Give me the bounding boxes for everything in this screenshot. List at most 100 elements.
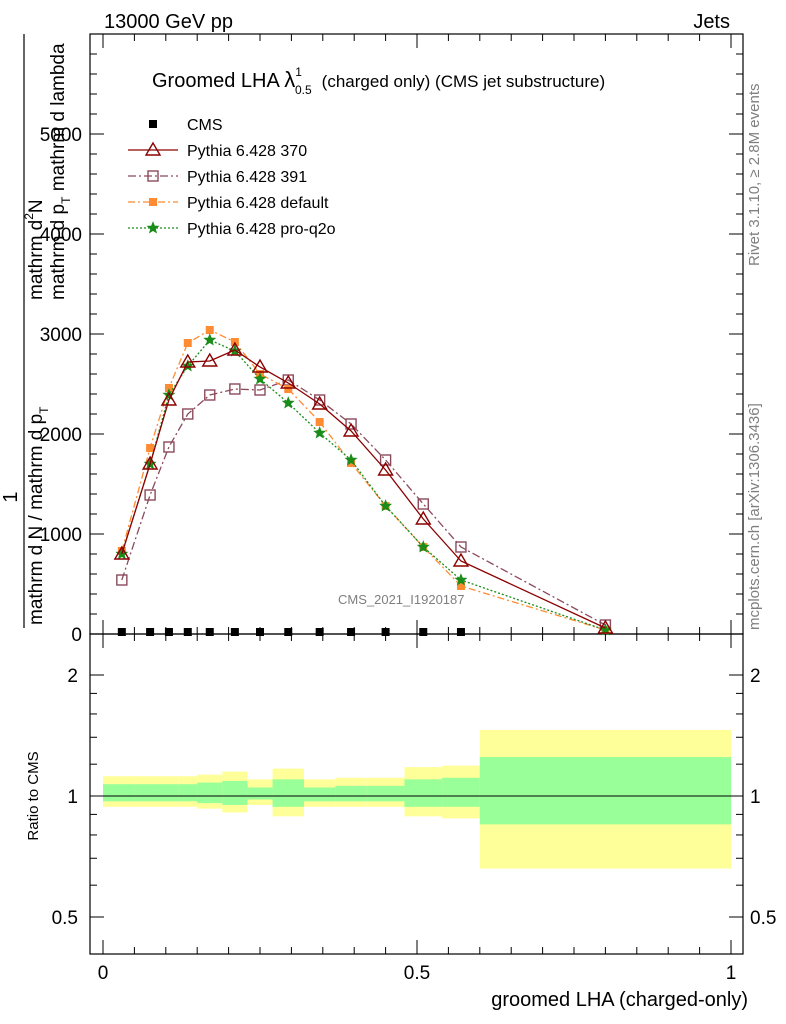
ratio-band-inner <box>442 777 480 807</box>
data-point-pdefault <box>146 444 155 452</box>
series-pdefault <box>117 326 610 634</box>
x-axis-label: groomed LHA (charged-only) <box>491 989 748 1011</box>
ratio-y-label: Ratio to CMS <box>25 751 42 840</box>
ratio-band-inner <box>404 779 443 807</box>
main-y-tick-label: 2000 <box>40 425 82 446</box>
series-line-pdefault <box>121 329 606 631</box>
data-point-p391 <box>163 441 175 453</box>
ratio-band-inner <box>272 779 304 807</box>
ratio-band-inner <box>178 784 198 802</box>
mcplots-credit: mcplots.cern.ch [arXiv:1306.3436] <box>746 403 763 630</box>
ratio-band-inner <box>103 784 135 802</box>
data-point-pq2o <box>313 426 327 439</box>
data-point-pq2o <box>379 499 393 512</box>
rivet-version: Rivet 3.1.10, ≥ 2.8M events <box>746 84 763 267</box>
data-point-pq2o <box>281 396 295 409</box>
header-category: Jets <box>693 11 730 33</box>
data-point-cms <box>117 628 126 636</box>
x-tick-label: 0 <box>98 963 109 984</box>
ratio-band-inner <box>222 780 248 805</box>
ratio-band-inner <box>366 785 405 802</box>
data-point-cms <box>381 628 390 636</box>
data-point-p391 <box>379 454 392 466</box>
legend-item-cms: CMS <box>149 117 223 134</box>
data-point-cms <box>183 628 192 636</box>
ratio-uncertainty-bands <box>103 729 731 869</box>
data-point-p391 <box>144 489 156 501</box>
ratio-band-inner <box>134 784 160 802</box>
legend-item-p370: Pythia 6.428 370 <box>128 141 307 160</box>
data-point-cms <box>284 628 293 636</box>
data-point-p391 <box>229 383 241 395</box>
data-point-cms <box>164 628 173 636</box>
legend-label-p370: Pythia 6.428 370 <box>187 143 307 160</box>
main-y-tick-label: 4000 <box>40 225 82 246</box>
data-point-p391 <box>254 384 266 396</box>
y-label-one: 1 <box>0 491 22 502</box>
data-point-cms <box>146 628 155 636</box>
legend-label-cms: CMS <box>187 117 223 134</box>
series-group <box>113 326 614 636</box>
series-line-pq2o <box>121 339 606 631</box>
ratio-band-inner <box>335 785 367 802</box>
data-point-cms <box>456 628 465 636</box>
analysis-watermark: CMS_2021_I1920187 <box>338 592 465 607</box>
data-point-p370 <box>452 552 470 567</box>
data-point-pq2o <box>454 573 468 586</box>
data-point-pq2o <box>146 221 160 234</box>
data-point-cms <box>205 628 214 636</box>
data-point-cms <box>149 120 157 128</box>
ratio-y-tick-label-right: 0.5 <box>750 908 776 929</box>
data-point-cms <box>256 628 264 636</box>
data-point-p391 <box>204 389 216 401</box>
series-line-p391 <box>121 379 606 626</box>
series-p370 <box>113 341 614 634</box>
y-label-denominator: mathrm d N / mathrm d pT <box>26 406 51 625</box>
series-cms <box>117 628 465 636</box>
ratio-y-tick-label-left: 0.5 <box>52 908 78 929</box>
ratio-band-inner <box>479 757 731 825</box>
data-point-pdefault <box>284 385 293 393</box>
data-point-p370 <box>280 374 297 389</box>
main-y-tick-label: 3000 <box>40 325 82 346</box>
series-line-p370 <box>121 349 606 629</box>
legend-item-pq2o: Pythia 6.428 pro-q2o <box>128 221 336 238</box>
data-point-pdefault <box>164 384 173 392</box>
x-tick-label: 0.5 <box>404 963 430 984</box>
data-point-p391 <box>455 541 467 553</box>
ratio-y-tick-label-right: 2 <box>750 666 761 687</box>
data-point-p391 <box>345 418 357 430</box>
data-point-p391 <box>182 408 194 420</box>
main-y-tick-label: 0 <box>71 625 82 646</box>
ratio-band-inner <box>197 782 223 804</box>
data-point-pdefault <box>347 459 356 467</box>
data-point-p370 <box>201 352 218 367</box>
data-point-p370 <box>342 422 360 437</box>
data-point-p370 <box>113 545 131 560</box>
data-point-pq2o <box>162 388 176 401</box>
ratio-band-inner <box>159 784 179 802</box>
data-point-p370 <box>377 461 394 476</box>
main-y-tick-label: 1000 <box>40 525 82 546</box>
series-pq2o <box>115 333 612 636</box>
data-point-pq2o <box>253 372 267 385</box>
data-point-p370 <box>141 455 159 470</box>
ratio-y-tick-label-right: 1 <box>750 787 761 808</box>
data-point-pq2o <box>203 333 217 346</box>
legend-label-p391: Pythia 6.428 391 <box>187 169 307 186</box>
ratio-y-tick-label-left: 1 <box>67 787 78 808</box>
data-point-cms <box>315 628 324 636</box>
legend-label-pq2o: Pythia 6.428 pro-q2o <box>187 221 336 238</box>
data-point-cms <box>230 628 239 636</box>
data-point-pdefault <box>315 418 324 426</box>
data-point-pdefault <box>456 582 465 590</box>
data-point-p370 <box>160 391 178 406</box>
data-point-p370 <box>311 395 328 410</box>
data-point-pq2o <box>344 453 358 466</box>
data-point-p370 <box>597 619 614 634</box>
data-point-pdefault <box>149 198 157 206</box>
axes: 0 1000 2000 3000 4000 5000 0 0.5 1 0.5 0.5 1 1 2 2 <box>40 34 776 984</box>
ratio-band-inner <box>247 787 273 800</box>
y-label-numerator-2: mathrm d pT mathrm d lambda <box>48 43 73 300</box>
data-point-cms <box>419 628 428 636</box>
